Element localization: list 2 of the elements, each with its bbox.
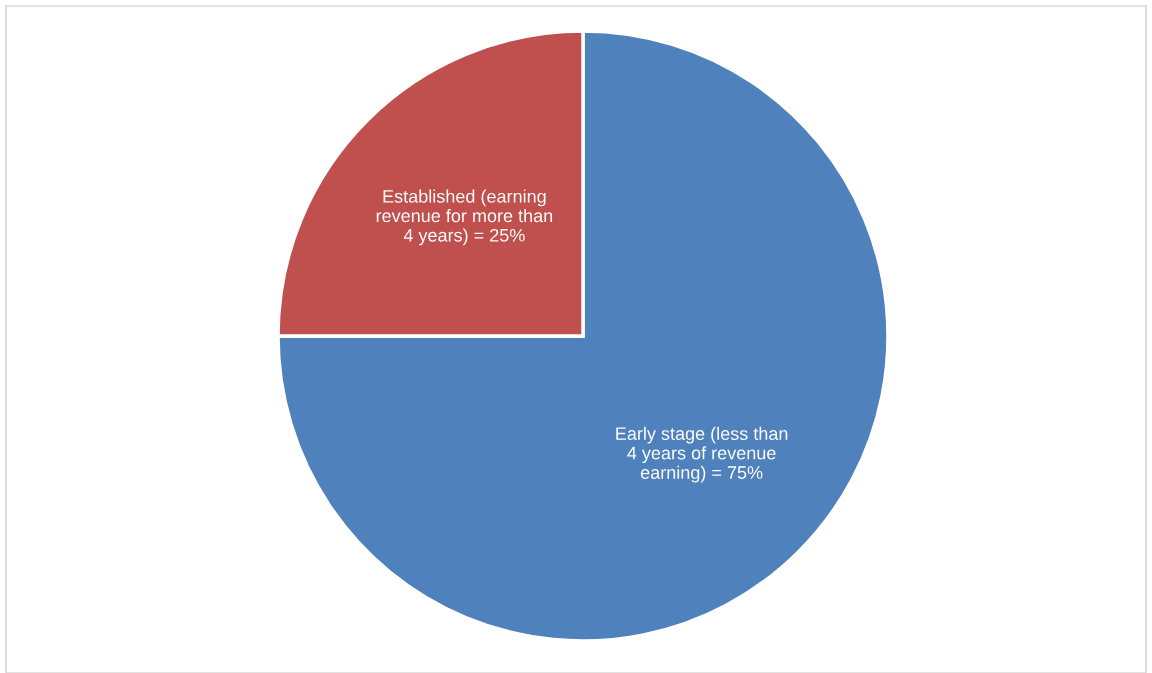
slice-label: Established (earning revenue for more than 4 years) = 25% xyxy=(376,189,553,246)
slice-label: Early stage (less than 4 years of revenue earning) = 75% xyxy=(616,426,788,483)
